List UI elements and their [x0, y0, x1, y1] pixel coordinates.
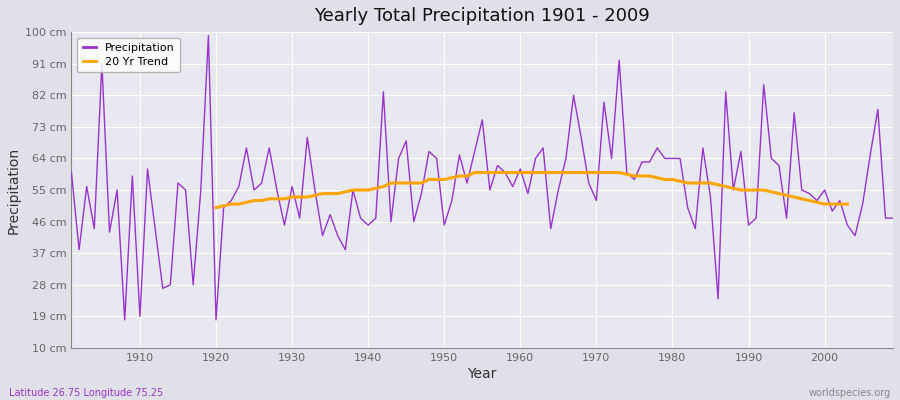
X-axis label: Year: Year	[468, 367, 497, 381]
Text: Latitude 26.75 Longitude 75.25: Latitude 26.75 Longitude 75.25	[9, 388, 163, 398]
Legend: Precipitation, 20 Yr Trend: Precipitation, 20 Yr Trend	[77, 38, 180, 72]
Y-axis label: Precipitation: Precipitation	[7, 146, 21, 234]
Title: Yearly Total Precipitation 1901 - 2009: Yearly Total Precipitation 1901 - 2009	[314, 7, 650, 25]
Text: worldspecies.org: worldspecies.org	[809, 388, 891, 398]
